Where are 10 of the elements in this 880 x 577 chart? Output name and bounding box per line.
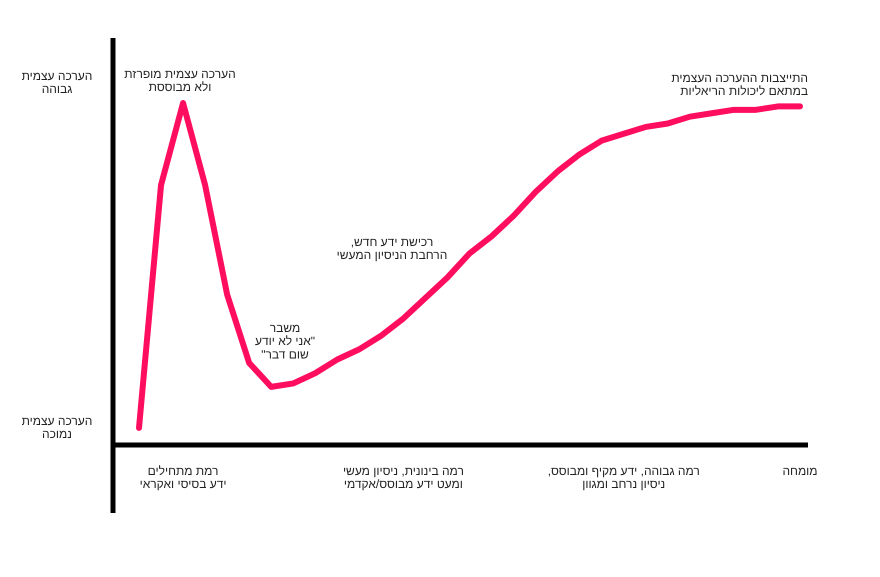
x-tick-label: רמת מתחילים ידע בסיסי ואקראי (140, 464, 227, 492)
text: התייצבות ההערכה העצמית במתאם ליכולות הריאליות (671, 71, 808, 98)
text: הערכה עצמית מופרזת ולא מבוססת (124, 67, 236, 94)
annotation: רכישת ידע חדש, הרחבת הניסיון המעשי (336, 235, 448, 262)
x-tick-label: רמה בינונית, ניסיון מעשי ומעט ידע מבוסס/אקדמי (342, 464, 464, 492)
x-tick-label: מומחה (782, 464, 818, 478)
text: הערכה עצמית גבוהה (22, 69, 92, 96)
annotation: משבר "אני לא יודע שום דבר" (254, 321, 316, 362)
text: הערכה עצמית נמוכה (22, 414, 92, 442)
x-tick-label: רמה גבוהה, ידע מקיף ומבוסס, ניסיון נרחב ומגוון (548, 464, 700, 492)
